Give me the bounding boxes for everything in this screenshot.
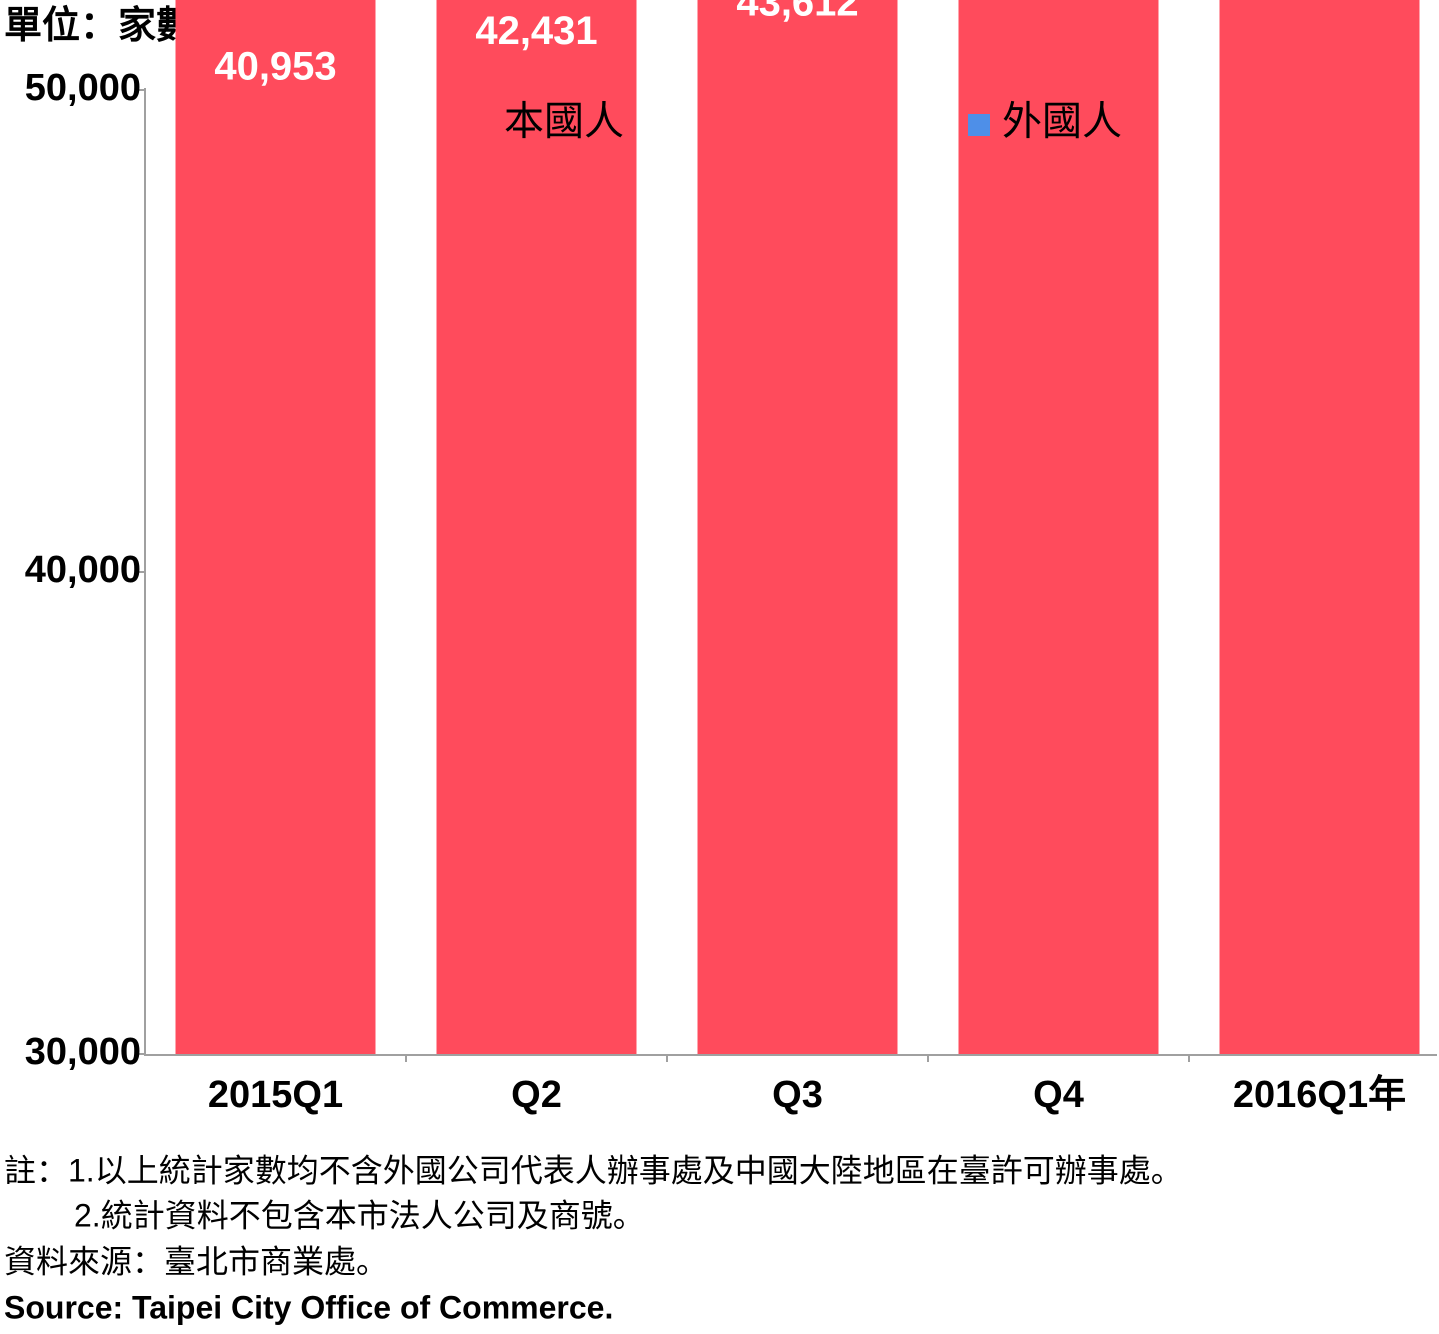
legend-label: 本國人 [504, 100, 624, 144]
legend-label: 外國人 [1002, 100, 1122, 144]
bar-segment [175, 0, 376, 1054]
bar-segment [1219, 0, 1420, 1054]
y-tick-label: 50,000 [25, 67, 141, 109]
note: 註：1.以上統計家數均不含外國公司代表人辦事處及中國大陸地區在臺許可辦事處。 [4, 1152, 1183, 1188]
source: Source: Taipei City Office of Commerce. [4, 1289, 613, 1325]
y-tick-label: 40,000 [25, 549, 141, 591]
value-label: 43,612 [736, 0, 858, 25]
note: 資料來源：臺北市商業處。 [4, 1243, 388, 1279]
value-label: 40,953 [214, 45, 336, 89]
x-tick-label: Q3 [772, 1074, 823, 1116]
x-tick-label: 2015Q1 [208, 1074, 343, 1116]
value-label: 42,431 [475, 9, 597, 53]
bar-segment [697, 0, 898, 1054]
legend-swatch [470, 114, 492, 136]
x-tick-label: Q2 [511, 1074, 562, 1116]
legend-swatch [968, 114, 990, 136]
x-tick-label: Q4 [1033, 1074, 1084, 1116]
note: 2.統計資料不包含本市法人公司及商號。 [74, 1197, 645, 1233]
x-tick-label: 2016Q1年 [1233, 1074, 1406, 1116]
bar-segment [436, 0, 637, 1054]
y-tick-label: 30,000 [25, 1031, 141, 1073]
bar-segment [958, 0, 1159, 1054]
